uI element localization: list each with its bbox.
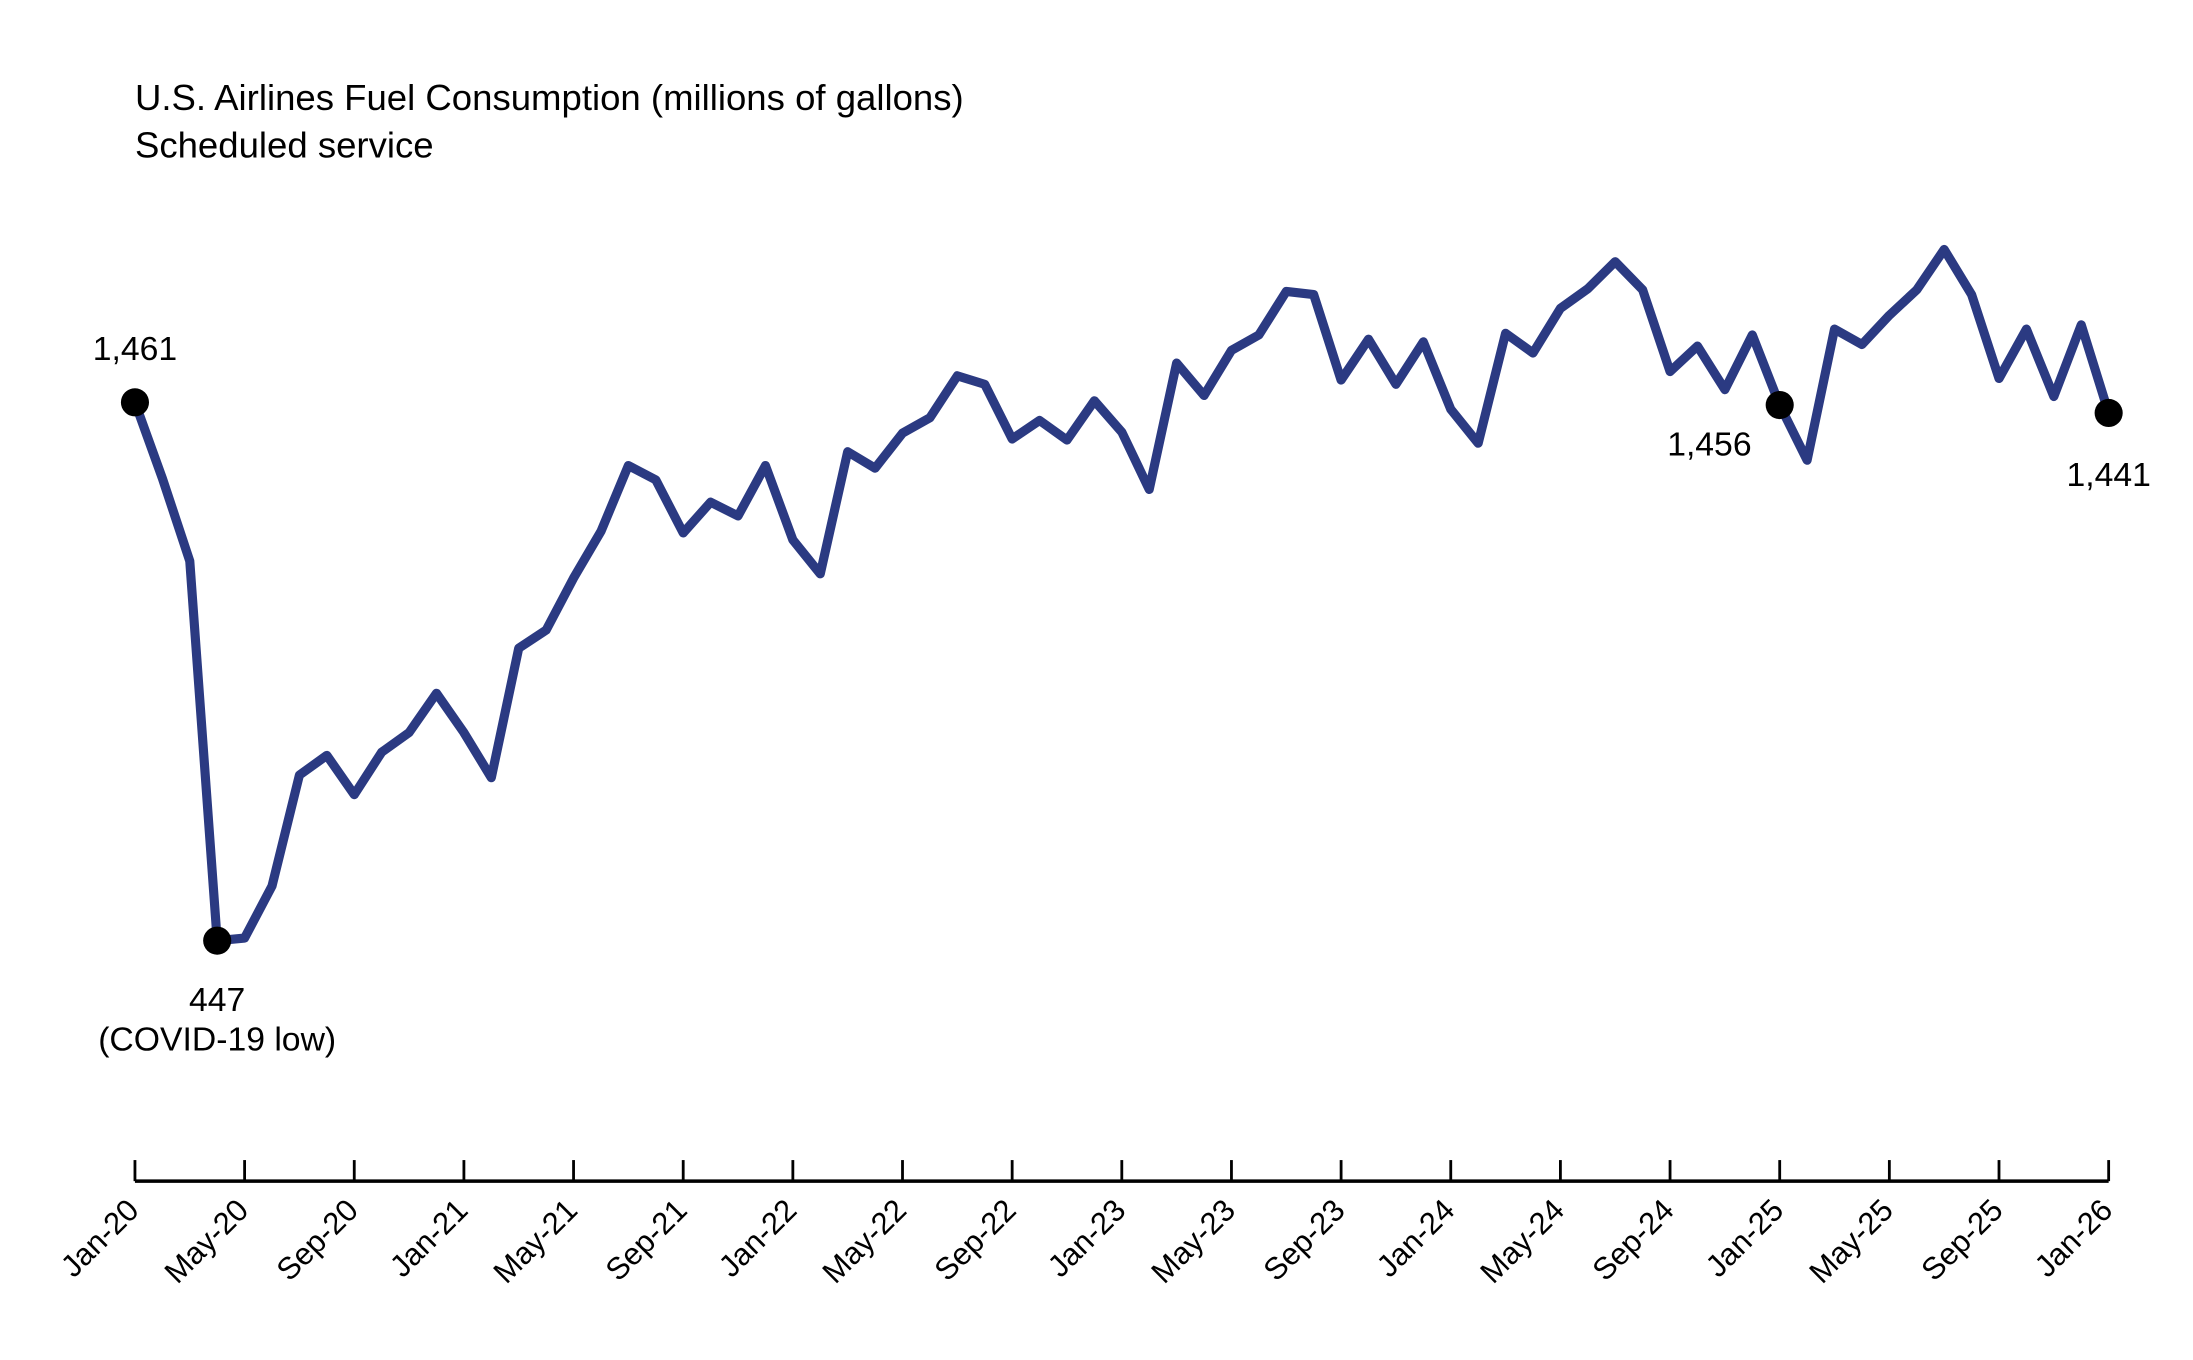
x-tick-label: Jan-25 — [1699, 1192, 1791, 1284]
annotation-point — [120, 388, 150, 417]
x-tick-label: Jan-26 — [2028, 1192, 2120, 1284]
x-tick-label: May-20 — [158, 1192, 256, 1290]
x-tick-label: May-22 — [815, 1192, 913, 1290]
annotation-point — [2094, 398, 2123, 428]
annotation-label: 1,461 — [93, 330, 177, 368]
annotation-point — [203, 926, 232, 955]
annotation-label: 1,456 — [1667, 426, 1751, 464]
chart-title: U.S. Airlines Fuel Consumption (millions… — [135, 77, 964, 118]
x-tick-label: Sep-22 — [927, 1192, 1022, 1287]
x-tick-label: May-25 — [1802, 1192, 1900, 1290]
x-tick-label: Sep-25 — [1914, 1192, 2009, 1287]
x-tick-label: May-23 — [1144, 1192, 1242, 1290]
x-tick-label: Jan-22 — [712, 1192, 804, 1284]
x-axis: Jan-20 May-20 Sep-20 Jan-21 May-21 Sep-21 Jan-… — [54, 1160, 2119, 1290]
x-tick-label: May-24 — [1473, 1192, 1571, 1290]
x-tick-label: May-21 — [487, 1192, 585, 1290]
x-tick-label: Sep-24 — [1585, 1192, 1680, 1287]
x-tick-label: Jan-24 — [1370, 1192, 1462, 1284]
annotations: 1,461 447(COVID-19 low) 1,456 1,441 — [93, 330, 2151, 1058]
x-tick-label: Jan-21 — [383, 1192, 475, 1284]
annotation-point — [1765, 390, 1794, 420]
annotation-label: 1,441 — [2066, 456, 2150, 494]
x-tick-label: Jan-20 — [54, 1192, 146, 1284]
chart-subtitle: Scheduled service — [135, 125, 434, 166]
series-line — [130, 244, 2114, 946]
annotation-note: (COVID-19 low) — [98, 1020, 336, 1058]
x-tick-label: Sep-20 — [270, 1192, 365, 1287]
x-tick-label: Sep-21 — [599, 1192, 694, 1287]
x-tick-label: Jan-23 — [1041, 1192, 1133, 1284]
annotation-label: 447 — [189, 981, 245, 1019]
x-tick-label: Sep-23 — [1256, 1192, 1351, 1287]
